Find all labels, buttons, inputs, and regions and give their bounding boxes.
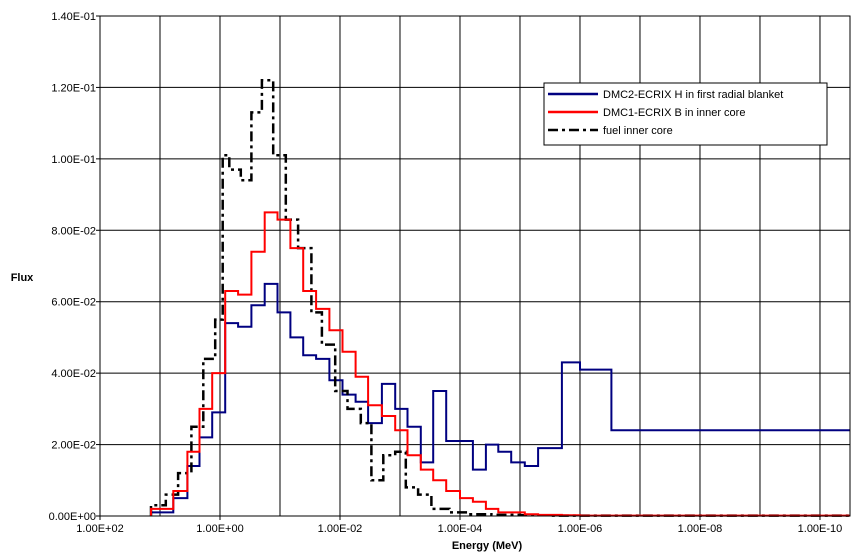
- x-tick-label: 1.00E-02: [318, 523, 363, 535]
- series-line: [150, 211, 850, 517]
- y-tick-label: 2.00E-02: [51, 440, 96, 452]
- x-tick-label: 1.00E+02: [76, 523, 123, 535]
- y-tick-label: 4.00E-02: [51, 368, 96, 380]
- x-tick-label: 1.00E-04: [438, 523, 483, 535]
- y-tick-label: 1.00E-01: [51, 154, 96, 166]
- legend-label: DMC2-ECRIX H in first radial blanket: [603, 89, 783, 101]
- legend-label: fuel inner core: [603, 125, 673, 137]
- y-tick-label: 1.20E-01: [51, 82, 96, 94]
- x-axis-label: Energy (MeV): [452, 540, 523, 552]
- x-tick-label: 1.00E-08: [678, 523, 723, 535]
- y-axis-label: Flux: [11, 272, 34, 284]
- y-tick-label: 8.00E-02: [51, 225, 96, 237]
- x-tick-label: 1.00E-06: [558, 523, 603, 535]
- x-tick-labels: 1.00E+02 1.00E+00 1.00E-02 1.00E-04 1.00E-06…: [76, 516, 842, 535]
- legend: DMC2-ECRIX H in first radial blanket DMC1…: [543, 82, 828, 146]
- x-tick-label: 1.00E+00: [196, 523, 243, 535]
- y-tick-label: 0.00E+00: [49, 511, 96, 523]
- legend-label: DMC1-ECRIX B in inner core: [603, 107, 745, 119]
- grid: [100, 16, 850, 516]
- x-tick-label: 1.00E-10: [798, 523, 843, 535]
- y-tick-label: 1.40E-01: [51, 11, 96, 23]
- series-line: [149, 79, 850, 517]
- series-layer: [149, 79, 850, 517]
- plot-frame: [99, 15, 851, 517]
- y-tick-labels: 0.00E+00 2.00E-02 4.00E-02 6.00E-02 8.00E-02…: [49, 11, 100, 523]
- y-tick-label: 6.00E-02: [51, 297, 96, 309]
